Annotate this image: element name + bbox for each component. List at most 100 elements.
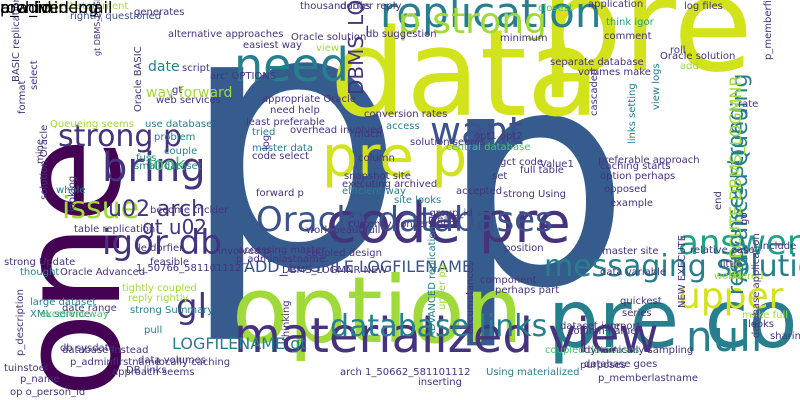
cloud-word: column [358,153,395,164]
cloud-word: data volumes [138,355,206,366]
cloud-word: db sysdate [60,343,115,354]
cloud-word: separate database [550,57,644,68]
cloud-word: small dataset [134,161,202,172]
cloud-word: format [17,80,28,114]
cloud-word: coupled databases [545,345,640,356]
cloud-word: inserting [418,377,462,388]
cloud-word: please [428,214,461,225]
cloud-word: option [232,257,523,364]
cloud-word: select [29,60,40,90]
cloud-word: p_name [20,374,60,385]
cloud-word: issue [62,191,140,226]
cloud-word: pre p [322,125,468,190]
cloud-word: le dorfier [138,243,184,254]
cloud-word: Oracle databases [256,200,553,240]
cloud-word: need help [270,105,320,116]
cloud-word: thinking [281,300,292,341]
cloud-word: caching starts [600,161,671,172]
cloud-word: NEW EXECUTE [677,234,688,308]
cloud-word: circumstances [465,261,476,334]
cloud-word: messaging solution [544,249,800,284]
cloud-word: access [386,121,420,132]
cloud-word: snapshot site [344,171,411,182]
cloud-word: date range [62,303,117,314]
cloud-word: log files [684,1,723,12]
cloud-word: become trickier [150,205,229,216]
cloud-word: locally caching [156,357,231,368]
cloud-word: arc' OPTIONS [210,71,277,82]
cloud-word: log [261,134,272,150]
cloud-word: upper pp [437,264,448,310]
cloud-word: series [622,308,652,319]
cloud-word: quickest [620,296,662,307]
cloud-word: little [720,259,743,270]
cloud-word: sharing data [770,331,800,342]
cloud-word: u02 arch [108,197,206,222]
cloud-word: pre code [548,273,800,366]
cloud-word: view logs [651,63,662,110]
cloud-word: LOGFILENAME gt [172,334,307,353]
cloud-word: arch 1_50662_581101112 [340,367,471,378]
cloud-word: excellent way [40,309,109,320]
cloud-word: links setting [627,83,638,144]
cloud-word: way forward [146,85,233,101]
cloud-word: data [330,5,601,144]
cloud-word: accessing master [238,245,326,256]
cloud-word: data variable [600,267,667,278]
cloud-word: think igor [606,17,654,28]
cloud-word: easiest way [243,40,302,51]
cloud-word: full table [520,165,564,176]
cloud-word: row_id [0,0,52,17]
cloud-word: application [588,0,644,10]
cloud-word: Oracle solution [660,51,736,62]
cloud-word: master site [602,246,659,257]
cloud-word: alternative approaches [168,29,284,40]
cloud-word: forward p [256,188,304,199]
cloud-word: feasible [150,257,190,268]
cloud-word: answer [678,223,800,263]
cloud-word: master data [252,143,313,154]
cloud-word: go [739,212,750,225]
cloud-word: site looks [394,195,442,206]
cloud-word: currency conversion [348,219,450,230]
cloud-word: option perhaps [600,171,676,182]
cloud-word: replication [380,0,602,37]
cloud-word: position [504,243,544,254]
cloud-word: date [148,59,180,75]
cloud-word: gt [172,85,183,96]
cloud-word: gt group_id [416,208,473,219]
cloud-word: null [686,312,763,361]
cloud-word: problem [154,132,196,143]
cloud-word: relative ease [690,245,755,256]
cloud-word: volumes make [578,67,651,78]
cloud-word: central database [446,142,531,153]
cloud-word: coupled design [306,248,382,259]
cloud-word: accepted [456,186,503,197]
cloud-word: want [430,109,524,153]
cloud-word: overhead involved [290,125,383,136]
cloud-word: Oracle solution [291,32,367,43]
cloud-word: bring [102,145,206,191]
cloud-word: Value1 [540,159,574,170]
cloud-word: opposed [604,184,647,195]
cloud-word: strong p [58,119,183,154]
cloud-word: make full [742,310,789,321]
cloud-word: code pre [326,191,571,256]
cloud-word: p strong [398,1,547,42]
cloud-word: purposes [580,360,626,371]
cloud-word: gct code [500,157,544,168]
cloud-word: p [440,5,631,354]
cloud-word: strong Summary [130,305,214,316]
cloud-word: rightly questioned [70,11,162,22]
cloud-word: strong Update [4,257,76,268]
cloud-word: appropriate Oracle [262,94,356,105]
cloud-word: database goes [584,359,658,370]
cloud-word: Queueing seems [50,119,134,130]
cloud-word: database instead [62,345,149,356]
cloud-word: igor db [102,223,222,263]
cloud-word: executing archived [342,179,438,190]
cloud-word: wondered [714,271,764,282]
cloud-word: Using materialized [486,367,580,378]
cloud-word: fuss [136,153,157,164]
